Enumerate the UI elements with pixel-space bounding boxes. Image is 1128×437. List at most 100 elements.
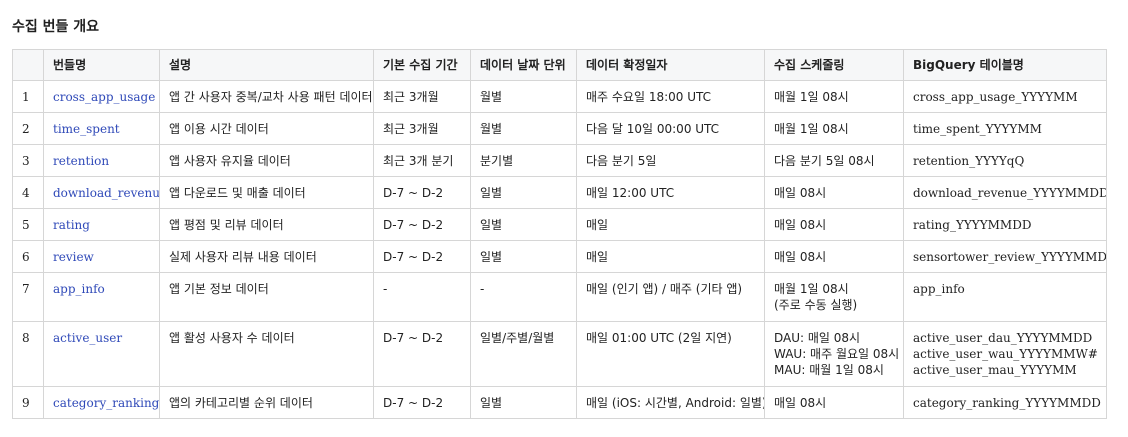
bundle-name-cell: review xyxy=(43,240,160,273)
date-unit-cell: 일별/주별/월별 xyxy=(470,321,577,387)
collection-period-cell: D-7 ~ D-2 xyxy=(373,176,471,209)
bq-table-name: rating_YYYYMMDD xyxy=(913,218,1032,232)
description-cell: 앱 간 사용자 중복/교차 사용 패턴 데이터 xyxy=(159,80,374,113)
description-cell: 앱 다운로드 및 매출 데이터 xyxy=(159,176,374,209)
schedule-line: 매월 1일 08시 xyxy=(774,90,849,104)
table-row: 9 category_ranking 앱의 카테고리별 순위 데이터 D-7 ~ D-… xyxy=(12,386,1107,419)
bundle-link[interactable]: download_revenue xyxy=(53,186,160,200)
row-number: 5 xyxy=(12,208,44,241)
date-unit-cell: - xyxy=(470,272,577,322)
bq-table-name: app_info xyxy=(913,282,965,296)
header-no xyxy=(12,49,44,81)
schedule-cell: 매월 1일 08시 xyxy=(764,112,904,145)
row-number: 6 xyxy=(12,240,44,273)
bundle-name-cell: category_ranking xyxy=(43,386,160,419)
table-row: 2 time_spent 앱 이용 시간 데이터 최근 3개월 월별 다음 달 10일 0… xyxy=(12,112,1107,145)
bundle-overview-table: 번들명 설명 기본 수집 기간 데이터 날짜 단위 데이터 확정일자 수집 스케… xyxy=(12,49,1107,419)
schedule-line: 매월 1일 08시 xyxy=(774,122,849,136)
schedule-line: 매일 08시 xyxy=(774,218,827,232)
bundle-link[interactable]: rating xyxy=(53,218,90,232)
table-row: 7 app_info 앱 기본 정보 데이터 - - 매일 (인기 앱) / 매주 (기타… xyxy=(12,272,1107,322)
description-cell: 실제 사용자 리뷰 내용 데이터 xyxy=(159,240,374,273)
description-cell: 앱의 카테고리별 순위 데이터 xyxy=(159,386,374,419)
schedule-line: 매일 08시 xyxy=(774,250,827,264)
header-confirm-date: 데이터 확정일자 xyxy=(576,49,765,81)
collection-period-cell: D-7 ~ D-2 xyxy=(373,208,471,241)
bq-table-cell: download_revenue_YYYYMMDD xyxy=(903,176,1107,209)
bq-table-name: active_user_dau_YYYYMMDD xyxy=(913,331,1093,345)
bundle-name-cell: active_user xyxy=(43,321,160,387)
section-title: 수집 번들 개요 xyxy=(12,19,100,35)
bq-table-cell: time_spent_YYYYMM xyxy=(903,112,1107,145)
bundle-name-cell: download_revenue xyxy=(43,176,160,209)
bundle-link[interactable]: active_user xyxy=(53,331,123,345)
table-row: 1 cross_app_usage 앱 간 사용자 중복/교차 사용 패턴 데이터 최… xyxy=(12,80,1107,113)
schedule-line: 매일 08시 xyxy=(774,396,827,410)
table-row: 8 active_user 앱 활성 사용자 수 데이터 D-7 ~ D-2 일별/주별… xyxy=(12,321,1107,387)
bundle-link[interactable]: review xyxy=(53,250,94,264)
schedule-line: 매월 1일 08시 xyxy=(774,282,849,296)
collection-period-cell: D-7 ~ D-2 xyxy=(373,386,471,419)
bq-table-name: time_spent_YYYYMM xyxy=(913,122,1042,136)
table-body: 1 cross_app_usage 앱 간 사용자 중복/교차 사용 패턴 데이터 최… xyxy=(12,80,1107,419)
confirm-date-cell: 매일 (iOS: 시간별, Android: 일별) xyxy=(576,386,765,419)
schedule-line: DAU: 매일 08시 xyxy=(774,331,861,345)
description-cell: 앱 평점 및 리뷰 데이터 xyxy=(159,208,374,241)
confirm-date-cell: 매일 xyxy=(576,240,765,273)
bundle-name-cell: time_spent xyxy=(43,112,160,145)
schedule-cell: 매일 08시 xyxy=(764,240,904,273)
date-unit-cell: 일별 xyxy=(470,240,577,273)
table-row: 6 review 실제 사용자 리뷰 내용 데이터 D-7 ~ D-2 일별 매일 매일 0… xyxy=(12,240,1107,273)
header-bq-table: BigQuery 테이블명 xyxy=(903,49,1107,81)
header-bundle-name: 번들명 xyxy=(43,49,160,81)
collection-period-cell: D-7 ~ D-2 xyxy=(373,240,471,273)
bq-table-cell: cross_app_usage_YYYYMM xyxy=(903,80,1107,113)
schedule-cell: 매일 08시 xyxy=(764,208,904,241)
schedule-line: 다음 분기 5일 08시 xyxy=(774,154,875,168)
confirm-date-cell: 다음 달 10일 00:00 UTC xyxy=(576,112,765,145)
confirm-date-cell: 다음 분기 5일 xyxy=(576,144,765,177)
bundle-link[interactable]: time_spent xyxy=(53,122,120,136)
bq-table-cell: retention_YYYYqQ xyxy=(903,144,1107,177)
bq-table-cell: sensortower_review_YYYYMMDD xyxy=(903,240,1107,273)
bq-table-cell: active_user_dau_YYYYMMDD active_user_wau_… xyxy=(903,321,1107,387)
bundle-link[interactable]: cross_app_usage xyxy=(53,90,156,104)
confirm-date-cell: 매일 12:00 UTC xyxy=(576,176,765,209)
bq-table-name: sensortower_review_YYYYMMDD xyxy=(913,250,1107,264)
header-date-unit: 데이터 날짜 단위 xyxy=(470,49,577,81)
schedule-cell: 매월 1일 08시 xyxy=(764,80,904,113)
date-unit-cell: 일별 xyxy=(470,176,577,209)
table-row: 4 download_revenue 앱 다운로드 및 매출 데이터 D-7 ~ D-… xyxy=(12,176,1107,209)
row-number: 9 xyxy=(12,386,44,419)
schedule-cell: 매월 1일 08시 (주로 수동 실행) xyxy=(764,272,904,322)
confirm-date-cell: 매주 수요일 18:00 UTC xyxy=(576,80,765,113)
bundle-link[interactable]: retention xyxy=(53,154,110,168)
row-number: 4 xyxy=(12,176,44,209)
schedule-line: MAU: 매월 1일 08시 xyxy=(774,363,884,377)
collection-period-cell: D-7 ~ D-2 xyxy=(373,321,471,387)
bundle-name-cell: cross_app_usage xyxy=(43,80,160,113)
collection-period-cell: - xyxy=(373,272,471,322)
row-number: 8 xyxy=(12,321,44,387)
bundle-name-cell: rating xyxy=(43,208,160,241)
date-unit-cell: 월별 xyxy=(470,80,577,113)
header-schedule: 수집 스케줄링 xyxy=(764,49,904,81)
row-number: 7 xyxy=(12,272,44,322)
bundle-link[interactable]: app_info xyxy=(53,282,105,296)
bq-table-cell: app_info xyxy=(903,272,1107,322)
header-description: 설명 xyxy=(159,49,374,81)
bq-table-name: retention_YYYYqQ xyxy=(913,154,1025,168)
schedule-cell: 매일 08시 xyxy=(764,176,904,209)
bundle-name-cell: retention xyxy=(43,144,160,177)
confirm-date-cell: 매일 xyxy=(576,208,765,241)
table-header-row: 번들명 설명 기본 수집 기간 데이터 날짜 단위 데이터 확정일자 수집 스케… xyxy=(12,49,1107,81)
bundle-link[interactable]: category_ranking xyxy=(53,396,160,410)
schedule-cell: DAU: 매일 08시 WAU: 매주 월요일 08시 MAU: 매월 1일 08시 xyxy=(764,321,904,387)
schedule-line: WAU: 매주 월요일 08시 xyxy=(774,347,900,361)
collection-period-cell: 최근 3개 분기 xyxy=(373,144,471,177)
bq-table-cell: category_ranking_YYYYMMDD xyxy=(903,386,1107,419)
date-unit-cell: 분기별 xyxy=(470,144,577,177)
description-cell: 앱 사용자 유지율 데이터 xyxy=(159,144,374,177)
schedule-line: (주로 수동 실행) xyxy=(774,298,858,312)
bq-table-cell: rating_YYYYMMDD xyxy=(903,208,1107,241)
